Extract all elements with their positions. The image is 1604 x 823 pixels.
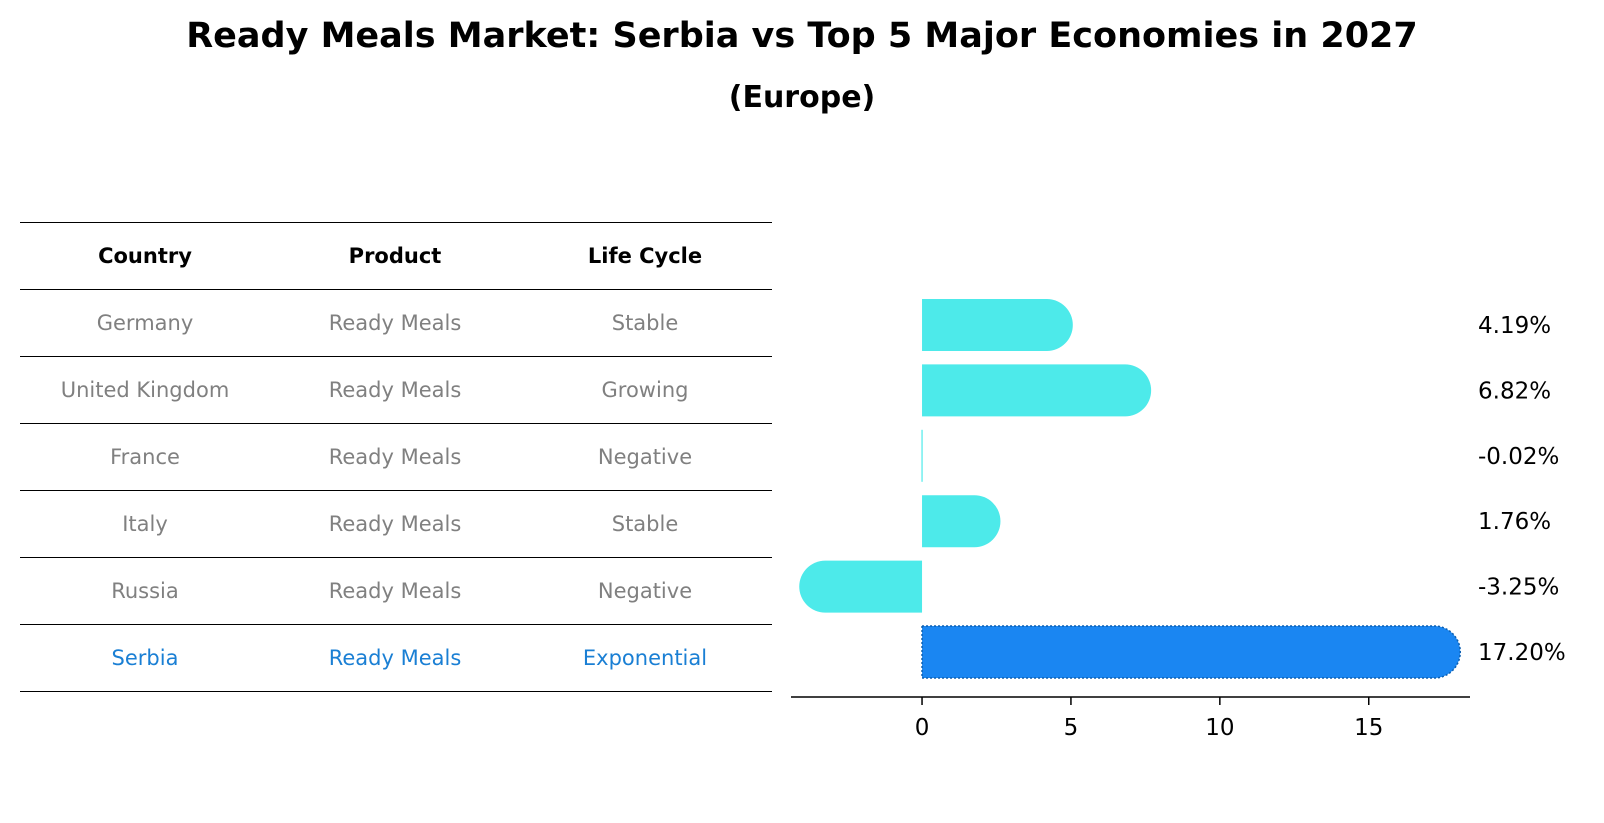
country-cell: Serbia <box>111 646 179 670</box>
value-label: 1.76% <box>1478 509 1551 535</box>
life-cycle-cell: Negative <box>597 445 693 469</box>
x-tick-label: 15 <box>1354 715 1383 741</box>
product-cell: Ready Meals <box>328 378 462 402</box>
comparison-table: Country Product Life Cycle Germany Ready… <box>20 222 772 692</box>
country-cell: France <box>110 445 180 469</box>
bar-france <box>921 429 923 482</box>
x-tick-label: 10 <box>1205 715 1234 741</box>
x-tick-label: 0 <box>915 715 930 741</box>
table-row: Russia Ready Meals Negative <box>20 558 772 625</box>
column-header-product: Product <box>348 244 442 268</box>
life-cycle-cell: Negative <box>597 579 693 603</box>
life-cycle-cell: Exponential <box>582 646 708 670</box>
bar-germany <box>922 299 1073 351</box>
table-row: France Ready Meals Negative <box>20 424 772 491</box>
product-cell: Ready Meals <box>328 311 462 335</box>
value-label: -0.02% <box>1478 444 1559 470</box>
column-header-country: Country <box>98 244 192 268</box>
value-label: 6.82% <box>1478 378 1551 404</box>
value-label: -3.25% <box>1478 575 1559 601</box>
country-cell: Italy <box>122 512 168 536</box>
product-cell: Ready Meals <box>328 579 462 603</box>
table-row: Germany Ready Meals Stable <box>20 290 772 357</box>
life-cycle-cell: Growing <box>601 378 689 402</box>
value-label: 17.20% <box>1478 640 1566 666</box>
bar-serbia <box>921 625 1462 679</box>
table-row-highlighted: Serbia Ready Meals Exponential <box>20 625 772 692</box>
chart-title: Ready Meals Market: Serbia vs Top 5 Majo… <box>186 16 1418 56</box>
country-cell: United Kingdom <box>60 378 230 402</box>
chart-subtitle: (Europe) <box>728 80 876 115</box>
life-cycle-cell: Stable <box>611 512 679 536</box>
table-row: Italy Ready Meals Stable <box>20 491 772 558</box>
table-row: United Kingdom Ready Meals Growing <box>20 357 772 424</box>
country-cell: Germany <box>96 311 194 335</box>
value-label: 4.19% <box>1478 313 1551 339</box>
product-cell: Ready Meals <box>328 445 462 469</box>
product-cell: Ready Meals <box>328 646 462 670</box>
country-cell: Russia <box>111 579 179 603</box>
product-cell: Ready Meals <box>328 512 462 536</box>
life-cycle-cell: Stable <box>611 311 679 335</box>
bar-italy <box>922 495 1001 548</box>
bar-russia <box>799 560 923 613</box>
x-tick-label: 5 <box>1064 715 1079 741</box>
bar-united-kingdom <box>922 364 1152 417</box>
table-header-row: Country Product Life Cycle <box>20 222 772 290</box>
column-header-life-cycle: Life Cycle <box>587 244 703 268</box>
